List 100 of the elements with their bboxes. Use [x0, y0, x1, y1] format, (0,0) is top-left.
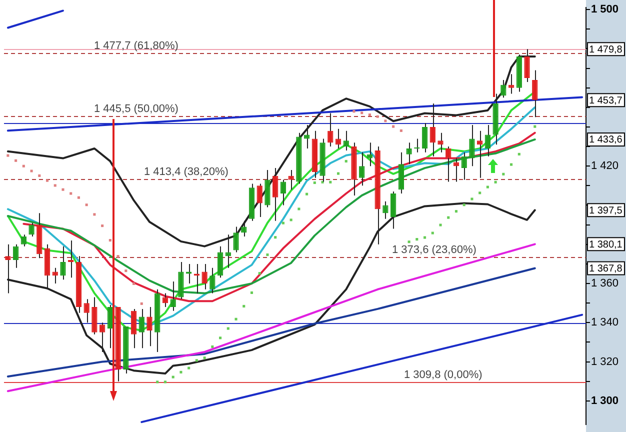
candlestick — [532, 70, 538, 118]
candlestick — [430, 102, 436, 157]
candlestick — [382, 200, 388, 220]
point — [439, 224, 442, 226]
y-tick-label: 1 360 — [591, 278, 619, 290]
point — [156, 380, 159, 384]
point — [454, 210, 458, 213]
candlestick — [280, 179, 286, 206]
point — [85, 204, 88, 206]
candlestick — [500, 80, 506, 98]
point — [234, 318, 238, 320]
point — [344, 160, 348, 162]
candlestick — [138, 308, 144, 349]
point — [290, 218, 292, 222]
point — [336, 172, 340, 175]
point — [124, 270, 128, 272]
point — [108, 238, 112, 242]
candlestick — [28, 222, 34, 238]
candlestick — [422, 122, 428, 153]
point — [478, 192, 482, 194]
point — [188, 366, 190, 370]
candlestick — [335, 128, 342, 149]
point — [431, 232, 434, 234]
y-tick-label: 1 300 — [591, 394, 619, 407]
candlestick — [328, 112, 334, 148]
point — [486, 186, 489, 188]
candlestick — [461, 152, 467, 180]
candlestick — [12, 244, 19, 268]
candlestick — [92, 296, 98, 335]
point — [518, 152, 520, 156]
annotation: 1 479,8 — [589, 44, 623, 56]
candlestick — [146, 306, 152, 347]
point — [22, 164, 25, 168]
candlestick — [484, 124, 491, 157]
point — [352, 110, 356, 113]
point — [219, 336, 222, 340]
candlestick — [359, 152, 365, 186]
point — [447, 216, 450, 219]
candlestick — [217, 246, 224, 278]
candlestick — [469, 124, 475, 167]
candlestick — [476, 130, 483, 178]
annotation: 1 367,8 — [589, 263, 623, 274]
point — [140, 302, 143, 305]
point — [376, 115, 379, 118]
ref-line-label: 1 445,5 (50,00%) — [94, 103, 178, 116]
y-tick-label: 1 500 — [591, 4, 619, 16]
point — [164, 380, 167, 384]
point — [46, 179, 49, 182]
y-tick-label: 1 420 — [591, 160, 619, 172]
candlestick — [107, 304, 114, 349]
candlestick — [178, 261, 184, 300]
point — [132, 282, 136, 285]
point — [360, 112, 364, 114]
point — [6, 154, 10, 157]
candlestick — [288, 170, 294, 190]
point — [510, 163, 513, 166]
point — [462, 204, 466, 206]
candlestick — [406, 142, 412, 165]
point — [38, 174, 41, 177]
point — [306, 192, 308, 196]
point — [266, 253, 269, 256]
candlestick — [508, 74, 514, 94]
point — [502, 172, 505, 176]
candlestick — [272, 168, 278, 222]
point — [408, 240, 410, 244]
point — [226, 327, 230, 330]
point — [400, 129, 402, 132]
point — [329, 180, 332, 184]
point — [14, 159, 18, 162]
candlestick — [170, 281, 176, 312]
point — [211, 345, 214, 348]
candlestick — [446, 146, 452, 182]
candlestick — [130, 308, 137, 349]
point — [298, 208, 300, 210]
candlestick — [162, 292, 168, 308]
point — [392, 125, 395, 128]
point — [180, 370, 182, 374]
point — [494, 180, 497, 184]
point — [250, 291, 254, 294]
ref-line-label: 1 373,6 (23,60%) — [392, 244, 476, 256]
candlestick — [68, 240, 74, 278]
point — [195, 359, 198, 362]
point — [203, 356, 206, 360]
point — [416, 238, 418, 241]
candlestick — [438, 132, 444, 153]
candlestick — [453, 158, 460, 182]
point — [470, 198, 474, 200]
point — [54, 184, 56, 187]
candlestick — [366, 142, 373, 167]
ref-line-label: 1 413,4 (38,20%) — [144, 166, 228, 178]
candlestick — [264, 170, 270, 208]
point — [77, 196, 80, 199]
point — [116, 255, 120, 258]
annotation: 1 433,6 — [589, 134, 623, 146]
candlestick — [60, 246, 66, 280]
candlestick — [343, 130, 349, 151]
point — [258, 272, 261, 275]
point — [313, 181, 316, 184]
candlestick — [398, 152, 404, 194]
candlestick — [202, 263, 208, 290]
